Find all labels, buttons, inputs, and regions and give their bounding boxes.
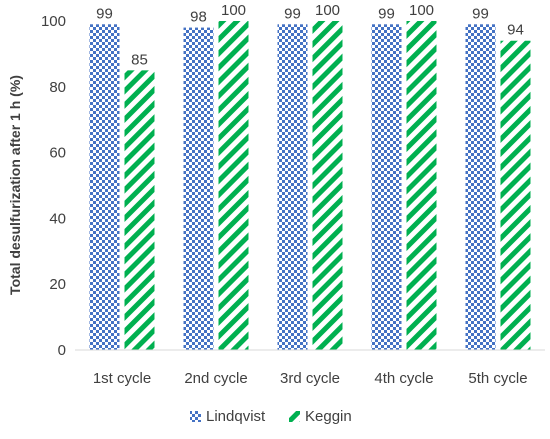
bar-keggin-1 <box>124 70 155 350</box>
y-axis: 0 20 40 60 80 100 <box>41 13 66 359</box>
data-label-keggin-3: 100 <box>315 2 340 19</box>
legend: Lindqvist Keggin <box>190 408 352 425</box>
data-label-keggin-4: 100 <box>409 2 434 19</box>
data-label-lindqvist-2: 98 <box>190 9 207 26</box>
y-tick-label: 80 <box>49 79 66 96</box>
x-axis: 1st cycle 2nd cycle 3rd cycle 4th cycle 5th … <box>93 370 528 387</box>
legend-swatch-keggin <box>289 411 300 422</box>
bar-keggin-5 <box>500 40 531 351</box>
y-tick-label: 40 <box>49 210 66 227</box>
legend-label-lindqvist: Lindqvist <box>206 408 266 425</box>
bar-lindqvist-1 <box>89 24 120 350</box>
y-tick-label: 0 <box>58 342 66 359</box>
x-tick-label: 4th cycle <box>374 370 433 387</box>
bar-lindqvist-4 <box>371 24 402 350</box>
y-tick-label: 100 <box>41 13 66 30</box>
data-label-keggin-1: 85 <box>131 51 148 68</box>
bar-keggin-3 <box>312 21 343 350</box>
data-label-lindqvist-5: 99 <box>472 5 489 22</box>
data-label-lindqvist-1: 99 <box>96 5 113 22</box>
bars <box>89 21 531 351</box>
bar-keggin-4 <box>406 21 437 350</box>
bar-keggin-2 <box>218 21 249 350</box>
data-label-keggin-2: 100 <box>221 2 246 19</box>
x-tick-label: 1st cycle <box>93 370 151 387</box>
data-label-keggin-5: 94 <box>507 22 524 39</box>
bar-lindqvist-2 <box>183 27 214 351</box>
legend-swatch-lindqvist <box>190 411 201 422</box>
x-tick-label: 2nd cycle <box>184 370 247 387</box>
y-tick-label: 20 <box>49 276 66 293</box>
data-labels: 99 85 98 100 99 100 99 100 99 94 <box>96 2 524 68</box>
x-tick-label: 3rd cycle <box>280 370 340 387</box>
bar-lindqvist-5 <box>465 24 496 350</box>
data-label-lindqvist-3: 99 <box>284 5 301 22</box>
data-label-lindqvist-4: 99 <box>378 5 395 22</box>
x-tick-label: 5th cycle <box>468 370 527 387</box>
y-axis-title: Total desulfurization after 1 h (%) <box>7 75 23 295</box>
legend-label-keggin: Keggin <box>305 408 352 425</box>
y-tick-label: 60 <box>49 145 66 162</box>
bar-lindqvist-3 <box>277 24 308 350</box>
